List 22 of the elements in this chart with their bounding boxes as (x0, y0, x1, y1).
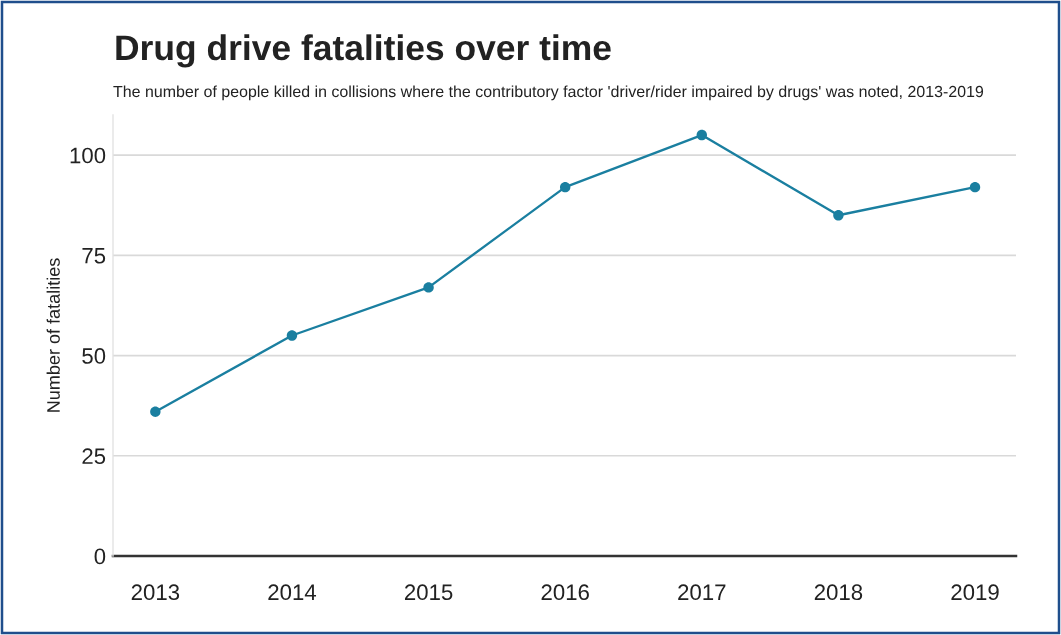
chart-subtitle: The number of people killed in collisions where the contributory factor 'driver/rider impaired by drugs' was noted, 2013-2019 (113, 85, 984, 101)
x-tick-label: 2014 (268, 584, 317, 601)
point (833, 210, 844, 221)
y-tick-label: 75 (82, 248, 106, 264)
point (423, 282, 434, 293)
x-tick-label: 2017 (678, 584, 726, 601)
x-tick-label: 2016 (541, 584, 589, 601)
chart-title: Drug drive fatalities over time (116, 34, 611, 68)
x-tick-label: 2019 (951, 584, 999, 601)
y-tick-label: 0 (94, 548, 106, 565)
point (286, 330, 298, 341)
x-tick-label: 2015 (404, 584, 453, 601)
x-tick-label: 2013 (131, 584, 180, 601)
y-tick-label: 25 (82, 448, 106, 465)
x-tick-label: 2018 (814, 584, 863, 601)
point (559, 181, 571, 193)
y-tick-label: 50 (82, 348, 106, 364)
y-tick-label: 100 (70, 147, 106, 164)
point (696, 129, 707, 141)
point (969, 181, 981, 193)
point (150, 406, 161, 417)
y-axis-title: Number of fatalities (46, 258, 60, 412)
